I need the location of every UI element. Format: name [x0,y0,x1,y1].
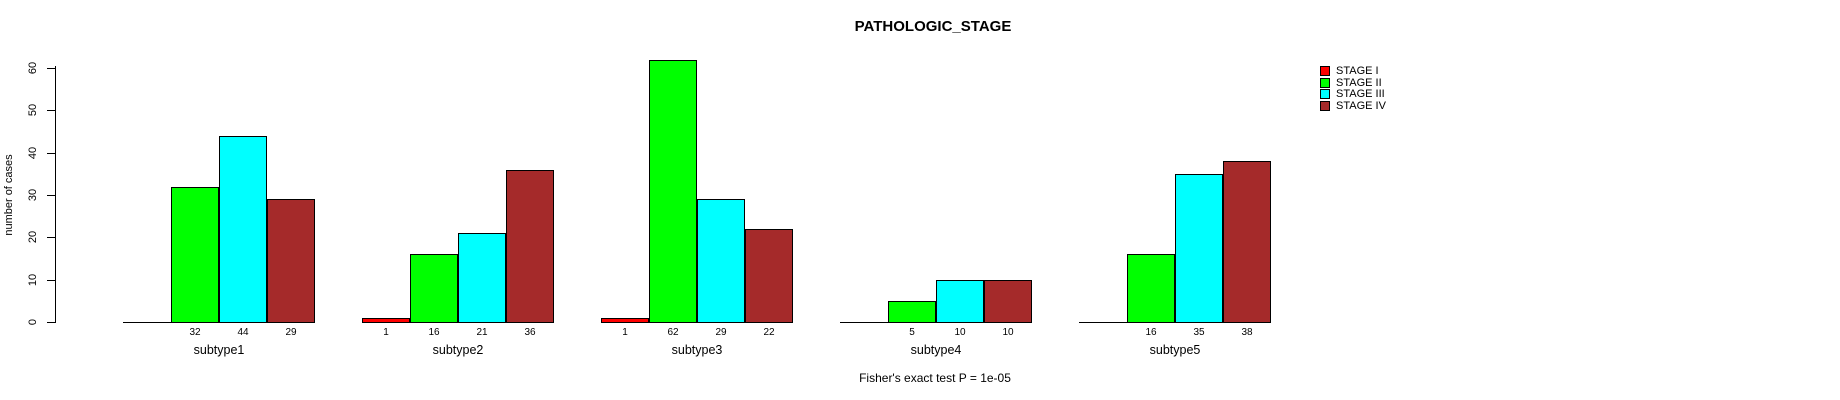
category-label-subtype2: subtype2 [432,343,484,357]
legend-swatch-stage-iv [1320,100,1330,111]
bar-subtype3-stage-iii [697,199,745,323]
y-tick-label: 10 [27,273,39,287]
legend-label-stage-ii: STAGE II [1336,76,1382,89]
legend-swatch-stage-i [1320,66,1330,76]
bar-value-label: 5 [909,327,915,338]
category-label-subtype4: subtype4 [910,343,962,357]
bar-subtype2-stage-iii [458,233,506,323]
bar-subtype2-stage-iv [506,170,554,323]
bar-value-label: 29 [285,327,297,338]
bar-value-label: 16 [428,327,440,338]
y-tick-label: 40 [27,146,39,160]
bar-value-label: 29 [715,327,727,338]
bar-subtype5-stage-ii [1127,254,1175,323]
y-tick [47,110,55,111]
y-tick [47,68,55,69]
y-tick-label: 30 [27,188,39,202]
bar-value-label: 44 [237,327,249,338]
bar-subtype2-stage-ii [410,254,458,323]
bar-value-label: 10 [1002,327,1014,338]
legend-label-stage-i: STAGE I [1336,65,1379,77]
bar-subtype5-stage-iii [1175,174,1223,323]
bar-subtype3-stage-i [601,318,649,323]
bar-value-label: 10 [954,327,966,338]
bar-subtype5-stage-iv [1223,161,1271,323]
bar-value-label: 1 [383,327,389,338]
bar-subtype3-stage-iv [745,229,793,323]
category-label-subtype3: subtype3 [671,343,723,357]
bar-subtype4-stage-iii [936,280,984,323]
bar-subtype4-stage-iv [984,280,1032,323]
y-tick-label: 20 [27,230,39,244]
bar-value-label: 1 [622,327,628,338]
bar-value-label: 36 [524,327,536,338]
y-tick [47,280,55,281]
legend-label-stage-iv: STAGE IV [1336,99,1386,112]
category-label-subtype1: subtype1 [193,343,245,357]
bar-subtype2-stage-i [362,318,410,323]
caption-fishers-test: Fisher's exact test P = 1e-05 [859,371,1011,385]
y-axis-line [55,66,56,323]
y-tick [47,237,55,238]
chart-title: PATHOLOGIC_STAGE [854,18,1012,35]
y-tick [47,195,55,196]
bar-value-label: 62 [667,327,679,338]
category-label-subtype5: subtype5 [1149,343,1201,357]
y-axis-label: number of cases [3,154,15,236]
y-tick [47,153,55,154]
bar-value-label: 35 [1193,327,1205,338]
legend-swatch-stage-ii [1320,77,1330,88]
bar-value-label: 21 [476,327,488,338]
bar-value-label: 22 [763,327,775,338]
y-tick-label: 60 [27,61,39,75]
bar-subtype3-stage-ii [649,60,697,323]
y-tick-label: 50 [27,103,39,117]
bar-value-label: 38 [1241,327,1253,338]
y-tick [47,322,55,323]
legend-swatch-stage-iii [1320,89,1330,99]
y-tick-label: 0 [27,318,39,326]
bar-value-label: 32 [189,327,201,338]
legend-label-stage-iii: STAGE III [1336,88,1385,100]
bar-subtype1-stage-ii [171,187,219,323]
bar-subtype1-stage-iv [267,199,315,323]
bar-subtype1-stage-iii [219,136,267,323]
bar-subtype4-stage-ii [888,301,936,323]
bar-value-label: 16 [1145,327,1157,338]
